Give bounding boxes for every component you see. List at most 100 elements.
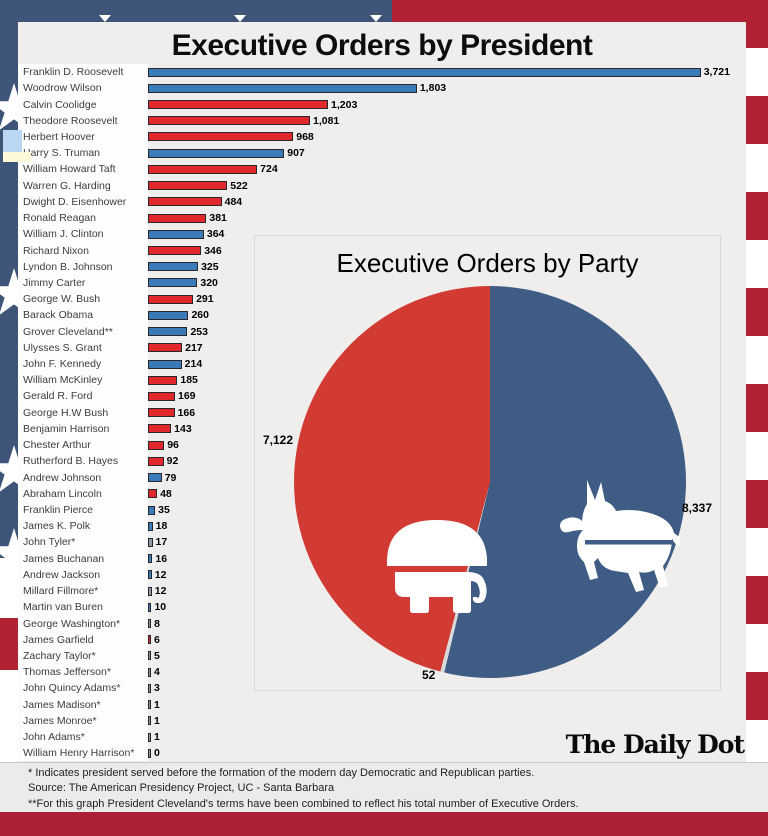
footnote-source: Source: The American Presidency Project,… <box>28 782 335 795</box>
pie-inset-panel: Executive Orders by Party 7,122 8,337 52 <box>254 235 721 691</box>
bar-value: 92 <box>166 455 179 468</box>
president-name: Franklin D. Roosevelt <box>18 64 148 81</box>
president-name: William Howard Taft <box>18 161 148 178</box>
bar <box>148 148 285 158</box>
bar-value: 968 <box>296 130 314 143</box>
donkey-icon <box>560 480 680 592</box>
cursor-highlight-artifact-blue <box>3 130 22 154</box>
bar <box>148 537 153 547</box>
bar-value: 1,803 <box>419 82 447 95</box>
elephant-icon <box>387 520 487 613</box>
bar <box>148 359 182 369</box>
president-name: Martin van Buren <box>18 599 148 616</box>
president-name: Calvin Coolidge <box>18 96 148 113</box>
bar-row: William J. Clinton 364 <box>18 226 744 243</box>
bar <box>148 748 151 758</box>
bar <box>148 473 162 483</box>
bar-row: Herbert Hoover 968 <box>18 128 744 146</box>
bar-value: 1 <box>154 714 160 727</box>
president-name: John F. Kennedy <box>18 355 148 373</box>
bar-value: 214 <box>184 358 203 371</box>
president-name: James Monroe* <box>18 712 148 729</box>
bar <box>148 343 183 353</box>
bar-value: 16 <box>155 552 168 565</box>
bar-value: 522 <box>230 179 248 192</box>
bar-row: George Washington* 8 <box>18 615 744 632</box>
bar-value: 3,721 <box>703 66 730 79</box>
bar <box>148 294 194 304</box>
bar <box>148 521 153 531</box>
bar-value: 166 <box>177 406 196 419</box>
president-name: Theodore Roosevelt <box>18 112 148 129</box>
bar-value: 381 <box>209 212 227 225</box>
bar <box>148 83 417 93</box>
bar-value: 484 <box>224 195 243 208</box>
bar <box>148 505 156 515</box>
pie-value-democratic: 8,337 <box>682 501 713 515</box>
bar <box>148 440 165 450</box>
bar <box>148 327 188 337</box>
bar-row: George W. Bush 291 <box>18 291 744 308</box>
president-name: John Quincy Adams* <box>18 680 148 697</box>
bar-value: 325 <box>201 260 219 273</box>
bar <box>148 213 207 223</box>
bar <box>148 197 222 207</box>
bar-value: 17 <box>155 536 168 549</box>
bar-value: 169 <box>178 390 196 403</box>
bar-value: 5 <box>154 649 160 662</box>
bar-row: William Howard Taft 724 <box>18 161 744 178</box>
bar <box>148 716 151 726</box>
bar-row: Dwight D. Eisenhower 484 <box>18 193 744 210</box>
bar <box>148 489 158 499</box>
bar-row: James Garfield 6 <box>18 631 744 648</box>
bar-value: 1,203 <box>331 98 358 111</box>
cursor-highlight-artifact-yellow <box>3 152 31 162</box>
president-name: William Henry Harrison* <box>18 745 148 762</box>
bar-row: Chester Arthur 96 <box>18 437 744 454</box>
bar-value: 1 <box>154 731 160 744</box>
bar-value: 291 <box>196 293 214 306</box>
bar-value: 6 <box>154 633 160 646</box>
bar-row: Abraham Lincoln 48 <box>18 485 744 502</box>
bar-chart: Franklin D. Roosevelt 3,721 Woodrow Wils… <box>18 64 744 762</box>
bar-row: James Buchanan 16 <box>18 550 744 567</box>
president-name: William J. Clinton <box>18 226 148 243</box>
bar-row: Theodore Roosevelt 1,081 <box>18 112 744 129</box>
bar-row: Franklin D. Roosevelt 3,721 <box>18 64 744 81</box>
president-name: George Washington* <box>18 615 148 632</box>
president-name: Chester Arthur <box>18 437 148 454</box>
bar-row: John Tyler* 17 <box>18 534 744 551</box>
bar <box>148 700 151 710</box>
bar <box>148 554 153 564</box>
president-name: Franklin Pierce <box>18 501 148 519</box>
bar-value: 18 <box>155 520 168 533</box>
bar <box>148 732 151 742</box>
footnotes: * Indicates president served before the … <box>0 762 768 812</box>
president-name: Andrew Jackson <box>18 566 148 583</box>
bar-value: 143 <box>174 422 192 435</box>
bar-row: Rutherford B. Hayes 92 <box>18 453 744 470</box>
bar <box>148 570 152 580</box>
pie-value-republican: 7,122 <box>263 433 294 447</box>
bar-row: James Monroe* 1 <box>18 712 744 729</box>
bar-row: John Quincy Adams* 3 <box>18 680 744 697</box>
bar-row: James K. Polk 18 <box>18 518 744 535</box>
bar-row: Ulysses S. Grant 217 <box>18 339 744 356</box>
president-name: James Buchanan <box>18 550 148 567</box>
president-name: Millard Fillmore* <box>18 583 148 600</box>
president-name: Abraham Lincoln <box>18 485 148 502</box>
bar <box>148 408 175 418</box>
bar-value: 253 <box>190 325 208 338</box>
bar-row: Benjamin Harrison 143 <box>18 420 744 438</box>
president-name: Benjamin Harrison <box>18 420 148 438</box>
bar-row: James Madison* 1 <box>18 696 744 713</box>
bar <box>148 683 151 693</box>
bar-row: Gerald R. Ford 169 <box>18 388 744 405</box>
bar <box>148 375 178 385</box>
president-name: George W. Bush <box>18 291 148 308</box>
bar-value: 35 <box>158 504 170 517</box>
bar <box>148 456 164 466</box>
president-name: Thomas Jefferson* <box>18 664 148 681</box>
bar-row: Grover Cleveland** 253 <box>18 323 744 340</box>
bar-row: Barack Obama 260 <box>18 307 744 324</box>
